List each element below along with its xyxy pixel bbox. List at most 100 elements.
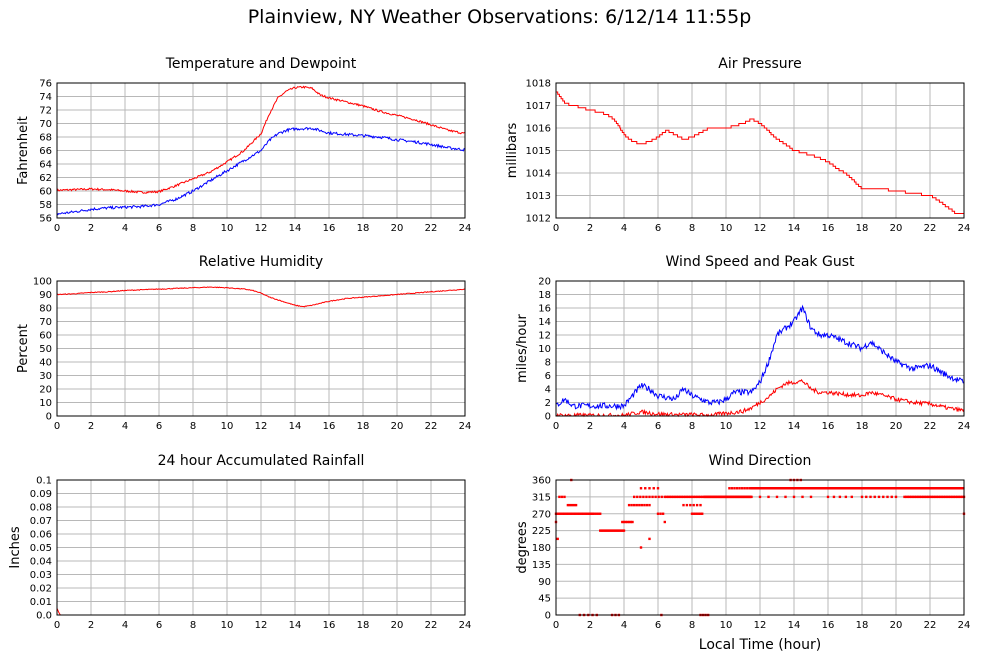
y-tick-label: 0.05: [30, 543, 52, 554]
data-point: [673, 495, 677, 499]
x-tick-label: 2: [587, 223, 593, 234]
x-tick-label: 8: [190, 620, 196, 631]
data-point: [945, 495, 949, 499]
data-point: [592, 512, 596, 515]
y-tick-label: 8: [545, 358, 551, 369]
data-point: [627, 520, 631, 524]
y-tick-label: 1015: [526, 146, 551, 157]
data-point: [758, 495, 762, 499]
chart-title: Relative Humidity: [199, 254, 323, 270]
data-point: [638, 503, 641, 507]
data-point: [631, 520, 634, 524]
x-tick-label: 6: [156, 223, 162, 234]
data-point: [656, 512, 660, 515]
chart-title: Temperature and Dewpoint: [165, 56, 357, 72]
x-tick-label: 8: [689, 223, 695, 234]
x-tick-label: 0: [54, 223, 60, 234]
x-tick-label: 6: [156, 421, 162, 432]
data-point: [586, 512, 589, 515]
data-point: [571, 512, 574, 515]
chart-humidity: 0 2 4 6 8 10 12 14 16 18 20 22 240102030405060708090…: [16, 254, 471, 432]
data-point: [959, 495, 962, 499]
data-point: [560, 512, 563, 515]
data-point: [695, 503, 699, 507]
data-point: [944, 495, 947, 499]
y-tick-label: 225: [532, 526, 551, 537]
data-point: [594, 512, 598, 515]
data-point: [695, 512, 699, 515]
plot-frame: [555, 479, 965, 616]
x-tick-label: 18: [856, 620, 869, 631]
y-tick-label: 40: [39, 358, 52, 369]
data-point: [622, 520, 626, 524]
y-tick-label: 12: [538, 331, 551, 342]
y-tick-label: 0.1: [36, 476, 52, 487]
x-tick-label: 6: [655, 421, 661, 432]
x-tick-label: 20: [890, 620, 903, 631]
x-tick-label: 18: [357, 223, 370, 234]
data-point: [923, 495, 927, 499]
data-point: [569, 512, 573, 515]
x-tick-label: 24: [958, 620, 971, 631]
data-point: [844, 495, 848, 499]
x-tick-label: 14: [289, 421, 302, 432]
data-point: [733, 487, 736, 490]
y-tick-label: 0: [545, 611, 551, 622]
data-point: [582, 512, 585, 515]
plot-frame: [555, 280, 965, 417]
y-tick-label: 360: [532, 476, 551, 487]
y-tick-label: 45: [538, 594, 551, 605]
x-tick-label: 16: [323, 421, 336, 432]
chart-title: 24 hour Accumulated Rainfall: [158, 453, 365, 469]
x-tick-label: 6: [156, 620, 162, 631]
y-tick-label: 16: [538, 304, 551, 315]
data-point: [838, 495, 842, 499]
data-point: [920, 495, 923, 499]
x-tick-label: 6: [655, 620, 661, 631]
y-tick-label: 315: [532, 492, 551, 503]
chart-temperature: 0 2 4 6 8 10 12 14 16 18 20 22 245658606264666870727…: [16, 56, 471, 234]
data-point: [743, 487, 746, 490]
y-tick-label: 18: [538, 290, 551, 301]
x-tick-label: 16: [822, 620, 835, 631]
x-tick-label: 0: [54, 620, 60, 631]
y-tick-label: 4: [545, 385, 551, 396]
y-tick-label: 90: [538, 577, 551, 588]
data-point: [950, 495, 954, 499]
y-tick-label: 1018: [526, 79, 551, 90]
y-tick-label: 62: [39, 173, 52, 184]
x-tick-label: 0: [553, 421, 559, 432]
data-point: [648, 537, 651, 541]
data-point: [675, 495, 678, 499]
x-tick-label: 4: [122, 223, 128, 234]
y-tick-label: 100: [33, 277, 52, 288]
y-axis-label: miles/hour: [515, 313, 530, 382]
data-point: [922, 495, 925, 499]
x-tick-label: 22: [425, 421, 438, 432]
y-tick-label: 0.04: [30, 557, 52, 568]
y-tick-label: 0.03: [30, 570, 52, 581]
data-point: [648, 503, 651, 507]
data-point: [645, 503, 649, 507]
x-tick-label: 10: [720, 620, 733, 631]
x-tick-label: 2: [88, 620, 94, 631]
y-tick-label: 0.01: [30, 597, 52, 608]
x-tick-label: 10: [720, 223, 733, 234]
data-point: [735, 487, 739, 490]
data-point: [809, 495, 813, 499]
series-line-2: [555, 378, 965, 418]
data-point: [697, 512, 700, 515]
data-point: [877, 495, 881, 499]
x-tick-label: 20: [391, 421, 404, 432]
data-point: [558, 495, 561, 499]
data-point: [596, 512, 600, 515]
data-point: [699, 495, 702, 499]
x-tick-label: 20: [391, 223, 404, 234]
y-tick-label: 1012: [526, 214, 551, 225]
data-point: [792, 495, 796, 499]
plot-frame: [56, 82, 466, 219]
y-tick-label: 30: [39, 371, 52, 382]
y-tick-label: 50: [39, 344, 52, 355]
chart-rainfall: 0 2 4 6 8 10 12 14 16 18 20 22 240.00.010.020.030.04…: [8, 453, 471, 631]
data-point: [621, 520, 624, 524]
